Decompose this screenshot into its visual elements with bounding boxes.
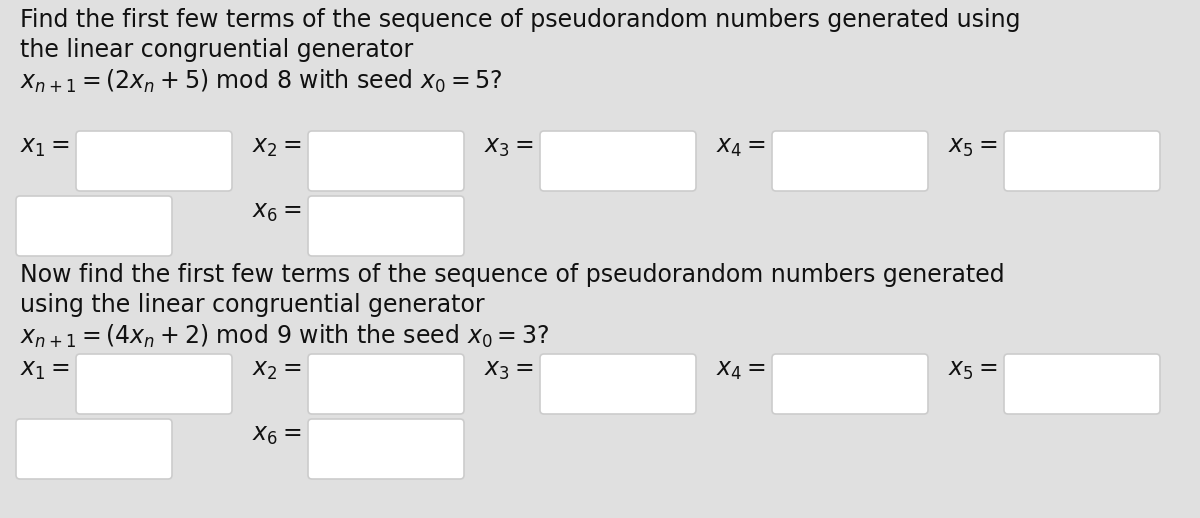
- FancyBboxPatch shape: [308, 196, 464, 256]
- Text: Find the first few terms of the sequence of pseudorandom numbers generated using: Find the first few terms of the sequence…: [20, 8, 1020, 32]
- Text: $x_5 =$: $x_5 =$: [948, 358, 997, 382]
- FancyBboxPatch shape: [16, 419, 172, 479]
- FancyBboxPatch shape: [16, 196, 172, 256]
- Text: $x_6 =$: $x_6 =$: [252, 423, 301, 447]
- Text: $x_4 =$: $x_4 =$: [716, 135, 766, 159]
- FancyBboxPatch shape: [1004, 131, 1160, 191]
- FancyBboxPatch shape: [772, 354, 928, 414]
- FancyBboxPatch shape: [772, 131, 928, 191]
- Text: $x_1 =$: $x_1 =$: [20, 358, 70, 382]
- FancyBboxPatch shape: [76, 131, 232, 191]
- Text: $x_6 =$: $x_6 =$: [252, 200, 301, 224]
- FancyBboxPatch shape: [540, 354, 696, 414]
- Text: $x_3 =$: $x_3 =$: [484, 358, 534, 382]
- Text: $x_1 =$: $x_1 =$: [20, 135, 70, 159]
- FancyBboxPatch shape: [1004, 354, 1160, 414]
- Text: the linear congruential generator: the linear congruential generator: [20, 38, 413, 62]
- FancyBboxPatch shape: [76, 354, 232, 414]
- Text: $x_{n+1} = (2x_n + 5)\ \mathregular{mod}\ 8\ \mathregular{with\ seed}\ x_0 = 5?$: $x_{n+1} = (2x_n + 5)\ \mathregular{mod}…: [20, 68, 503, 95]
- Text: $x_2 =$: $x_2 =$: [252, 135, 301, 159]
- Text: using the linear congruential generator: using the linear congruential generator: [20, 293, 485, 317]
- FancyBboxPatch shape: [308, 419, 464, 479]
- Text: $x_3 =$: $x_3 =$: [484, 135, 534, 159]
- Text: $x_5 =$: $x_5 =$: [948, 135, 997, 159]
- FancyBboxPatch shape: [540, 131, 696, 191]
- FancyBboxPatch shape: [308, 131, 464, 191]
- FancyBboxPatch shape: [308, 354, 464, 414]
- Text: $x_4 =$: $x_4 =$: [716, 358, 766, 382]
- Text: Now find the first few terms of the sequence of pseudorandom numbers generated: Now find the first few terms of the sequ…: [20, 263, 1004, 287]
- Text: $x_{n+1} = (4x_n + 2)\ \mathregular{mod}\ 9\ \mathregular{with\ the\ seed}\ x_0 : $x_{n+1} = (4x_n + 2)\ \mathregular{mod}…: [20, 323, 550, 350]
- Text: $x_2 =$: $x_2 =$: [252, 358, 301, 382]
